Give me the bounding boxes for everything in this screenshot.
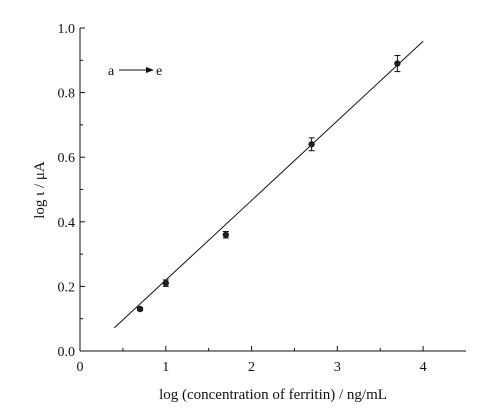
x-tick-label: 1: [162, 360, 169, 375]
y-tick-label: 0.8: [58, 87, 76, 102]
y-ticks: 0.0 0.2 0.4 0.6 0.8 1.0: [58, 22, 85, 360]
fit-line-group: [113, 40, 424, 329]
x-tick-label: 2: [248, 360, 255, 375]
axes: [79, 28, 466, 352]
y-tick-label: 0.4: [58, 216, 76, 231]
fit-line: [113, 40, 424, 329]
x-tick-label: 4: [420, 360, 427, 375]
x-tick-label: 3: [334, 360, 341, 375]
data-points: [136, 54, 401, 313]
data-point: [394, 60, 401, 67]
annotation-to: e: [156, 64, 162, 79]
data-point: [222, 231, 230, 238]
y-axis-title: log ι / μA: [32, 161, 48, 219]
y-tick-label: 0.6: [58, 151, 76, 166]
y-tick-label: 1.0: [58, 22, 76, 37]
annotation-from: a: [108, 64, 115, 79]
data-point: [308, 141, 315, 148]
x-ticks: 0 1 2 3 4: [77, 346, 427, 375]
y-tick-label: 0.2: [58, 280, 76, 295]
annotation-arrow-head: [146, 67, 154, 73]
x-axis-title: log (concentration of ferritin) / ng/mL: [159, 387, 387, 403]
x-tick-label: 0: [77, 360, 84, 375]
y-tick-label: 0.0: [58, 345, 76, 360]
data-point: [136, 305, 144, 313]
annotation: a e: [108, 64, 162, 79]
data-point: [162, 279, 169, 287]
